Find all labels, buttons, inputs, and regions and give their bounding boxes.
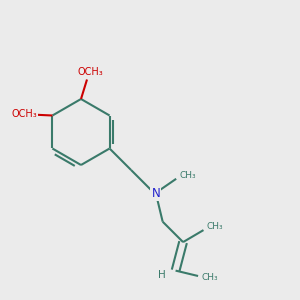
Text: CH₃: CH₃ (179, 171, 196, 180)
Text: CH₃: CH₃ (202, 273, 218, 282)
Text: H: H (158, 270, 166, 280)
Text: OCH₃: OCH₃ (12, 109, 38, 119)
Text: CH₃: CH₃ (206, 222, 223, 231)
Text: OCH₃: OCH₃ (77, 67, 103, 77)
Text: N: N (152, 187, 160, 200)
